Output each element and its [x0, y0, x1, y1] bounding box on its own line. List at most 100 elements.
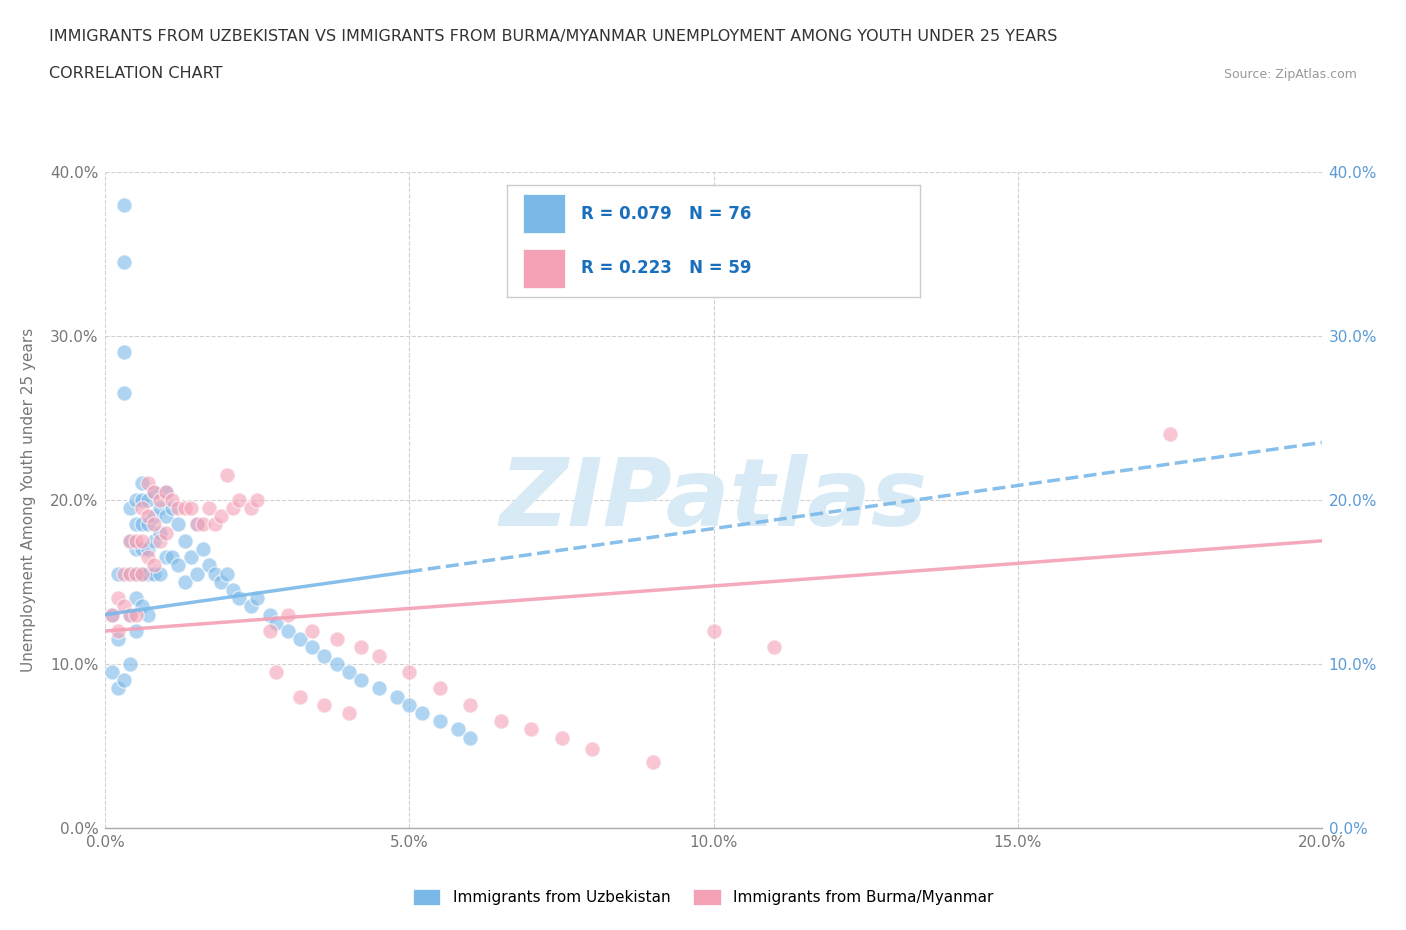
Point: [191, 517, 214, 532]
Point: [155, 509, 177, 524]
Point: [143, 558, 166, 573]
Point: [520, 722, 543, 737]
Point: [143, 517, 166, 532]
Point: [167, 558, 190, 573]
Point: [112, 345, 135, 360]
Point: [173, 534, 195, 549]
Point: [136, 493, 159, 508]
Point: [429, 713, 451, 728]
Point: [107, 566, 129, 581]
Point: [149, 566, 172, 581]
Point: [136, 509, 159, 524]
Point: [277, 624, 299, 639]
Point: [217, 566, 239, 581]
Point: [325, 657, 347, 671]
Point: [277, 607, 299, 622]
Point: [581, 741, 603, 756]
Point: [107, 631, 129, 646]
Point: [100, 665, 122, 680]
Point: [641, 755, 664, 770]
Point: [118, 607, 141, 622]
Text: ZIPatlas: ZIPatlas: [499, 454, 928, 546]
Point: [217, 468, 239, 483]
Point: [143, 566, 166, 581]
Point: [447, 722, 470, 737]
Point: [118, 500, 141, 515]
Point: [107, 591, 129, 605]
Point: [259, 607, 281, 622]
Point: [112, 566, 135, 581]
Point: [259, 624, 281, 639]
Point: [264, 616, 287, 631]
Point: [131, 534, 153, 549]
Point: [1159, 427, 1181, 442]
Point: [118, 657, 141, 671]
Point: [131, 500, 153, 515]
Point: [131, 541, 153, 556]
Point: [180, 500, 202, 515]
Point: [264, 665, 287, 680]
Point: [240, 599, 263, 614]
Point: [112, 197, 135, 212]
Point: [246, 493, 269, 508]
Point: [118, 607, 141, 622]
Point: [131, 599, 153, 614]
Point: [155, 550, 177, 565]
Point: [180, 550, 202, 565]
Point: [131, 476, 153, 491]
Point: [198, 558, 221, 573]
Point: [143, 534, 166, 549]
Point: [198, 500, 221, 515]
Point: [368, 648, 391, 663]
Point: [125, 534, 148, 549]
Point: [191, 541, 214, 556]
Point: [325, 631, 347, 646]
Point: [107, 681, 129, 696]
Point: [162, 550, 184, 565]
Point: [550, 730, 572, 745]
Point: [100, 607, 122, 622]
Point: [162, 500, 184, 515]
Point: [131, 493, 153, 508]
Point: [209, 575, 232, 590]
Point: [314, 648, 336, 663]
Point: [167, 517, 190, 532]
Point: [149, 534, 172, 549]
Point: [112, 255, 135, 270]
Point: [204, 517, 226, 532]
Point: [125, 493, 148, 508]
Point: [136, 607, 159, 622]
Y-axis label: Unemployment Among Youth under 25 years: Unemployment Among Youth under 25 years: [21, 327, 37, 672]
Point: [186, 517, 208, 532]
Point: [411, 706, 433, 721]
Point: [301, 624, 323, 639]
Point: [458, 730, 481, 745]
Point: [100, 607, 122, 622]
Point: [143, 485, 166, 499]
Point: [186, 566, 208, 581]
Point: [125, 541, 148, 556]
Point: [131, 517, 153, 532]
Point: [155, 525, 177, 540]
Point: [143, 485, 166, 499]
Point: [489, 713, 512, 728]
Point: [167, 500, 190, 515]
Point: [350, 672, 373, 687]
Point: [155, 485, 177, 499]
Point: [131, 566, 153, 581]
Text: CORRELATION CHART: CORRELATION CHART: [49, 66, 222, 81]
Point: [149, 500, 172, 515]
Point: [228, 591, 250, 605]
Point: [125, 517, 148, 532]
Point: [125, 566, 148, 581]
Point: [288, 631, 311, 646]
Point: [136, 566, 159, 581]
Point: [125, 624, 148, 639]
Point: [350, 640, 373, 655]
Point: [222, 500, 245, 515]
Point: [222, 582, 245, 597]
Point: [125, 591, 148, 605]
Point: [118, 566, 141, 581]
Point: [368, 681, 391, 696]
Point: [136, 550, 159, 565]
